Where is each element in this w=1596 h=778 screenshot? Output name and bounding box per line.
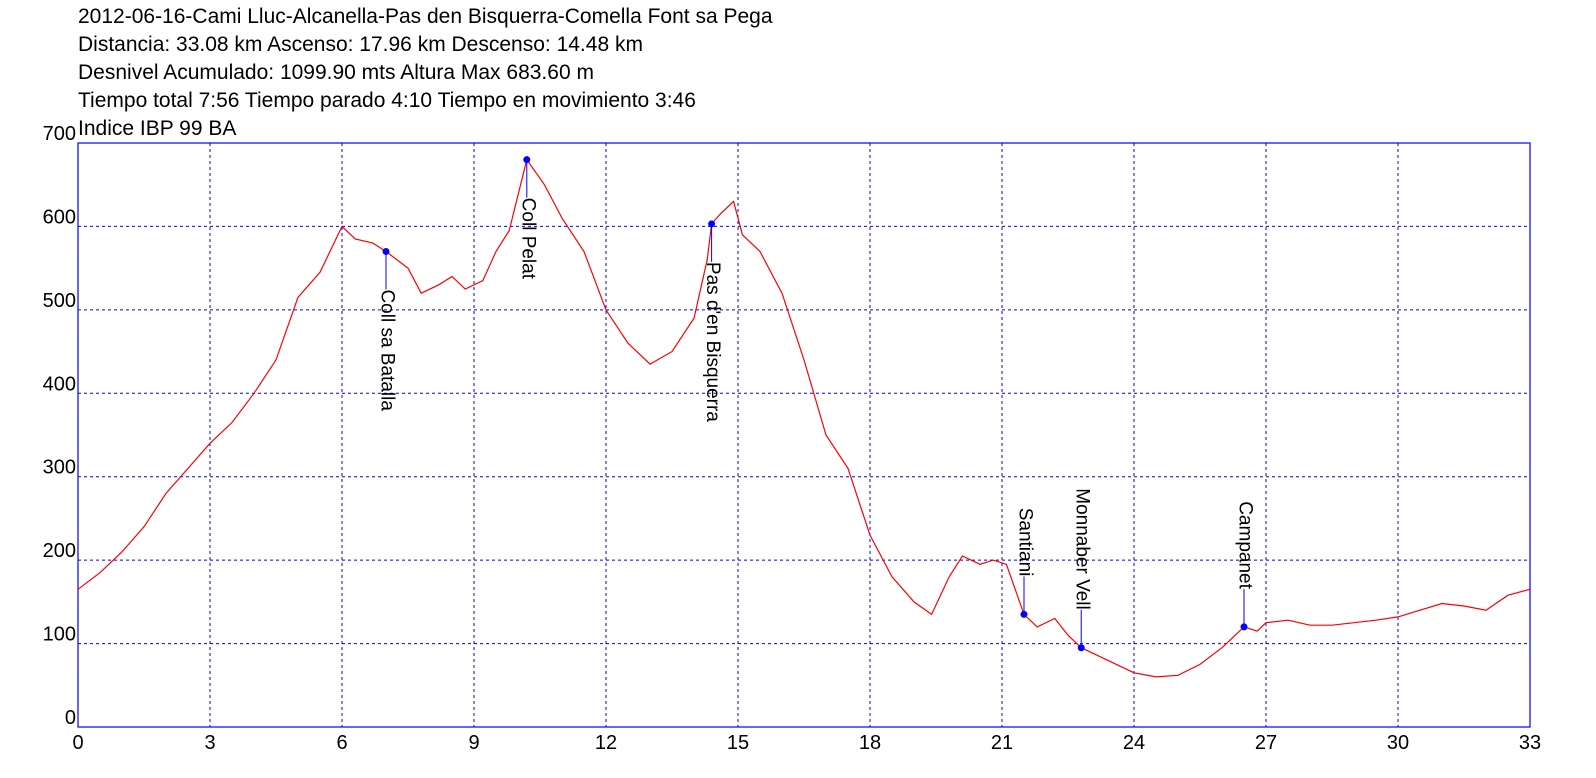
plot-border [77, 142, 1531, 728]
x-tick-label: 15 [727, 732, 749, 754]
y-tick-label: 500 [43, 290, 76, 312]
waypoint-marker [1077, 644, 1085, 652]
chart-title: 2012-06-16-Cami Lluc-Alcanella-Pas den B… [78, 5, 773, 28]
x-tick-label: 3 [204, 732, 215, 754]
waypoint-marker [1020, 610, 1028, 618]
subtitle-line: Tiempo total 7:56 Tiempo parado 4:10 Tie… [78, 89, 696, 112]
waypoint-label: Santiani [1015, 508, 1036, 577]
x-tick-label: 6 [336, 732, 347, 754]
x-tick-label: 18 [859, 732, 881, 754]
x-tick-label: 12 [595, 732, 617, 754]
x-tick-label: 27 [1255, 732, 1277, 754]
waypoint-label: Campanet [1235, 501, 1256, 589]
subtitle-line: Indice IBP 99 BA [78, 117, 236, 140]
y-tick-label: 600 [43, 206, 76, 228]
waypoint-label: Monnaber Vell [1072, 488, 1093, 609]
waypoint-label: Pas d'en Bisquerra [702, 262, 723, 422]
y-tick-label: 100 [43, 624, 76, 646]
x-tick-label: 30 [1387, 732, 1409, 754]
waypoint-marker [523, 156, 531, 164]
waypoint-label: Coll sa Batalla [377, 289, 398, 411]
x-tick-label: 9 [468, 732, 479, 754]
x-tick-label: 33 [1519, 732, 1541, 754]
subtitle-line: Desnivel Acumulado: 1099.90 mts Altura M… [78, 61, 594, 84]
x-tick-label: 24 [1123, 732, 1145, 754]
y-tick-label: 300 [43, 457, 76, 479]
y-tick-label: 400 [43, 373, 76, 395]
x-tick-label: 0 [72, 732, 83, 754]
waypoint-marker [708, 220, 716, 228]
y-tick-label: 700 [43, 123, 76, 145]
x-tick-label: 21 [991, 732, 1013, 754]
waypoint-marker [382, 247, 390, 255]
y-tick-label: 0 [65, 707, 76, 729]
elevation-line [77, 158, 1531, 678]
y-tick-label: 200 [43, 540, 76, 562]
waypoint-marker [1240, 623, 1248, 631]
waypoint-label: Coll Pelat [517, 198, 538, 280]
subtitle-line: Distancia: 33.08 km Ascenso: 17.96 km De… [78, 33, 643, 56]
